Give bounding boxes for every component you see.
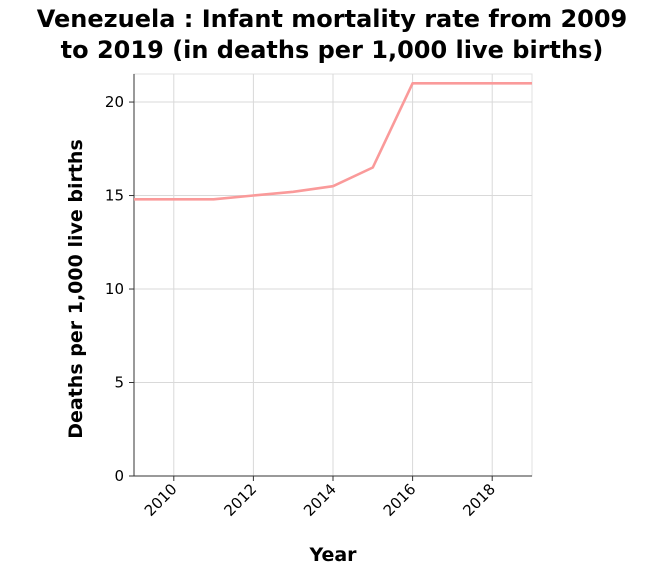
x-tick-label: 2016 [380,480,420,520]
y-tick-label: 10 [105,280,124,298]
series [134,82,532,201]
x-tick-label: 2012 [220,480,260,520]
y-tick-label: 5 [114,374,124,392]
x-tick-label: 2014 [300,480,340,520]
axes [129,74,532,481]
x-axis-label: Year [308,544,357,566]
y-tick-label: 15 [105,187,124,205]
y-axis-label: Deaths per 1,000 live births [65,139,87,439]
series-line [134,82,532,201]
y-tick-label: 20 [105,93,124,111]
y-tick-label: 0 [114,467,124,485]
chart-title-line-1: Venezuela : Infant mortality rate from 2… [36,5,628,33]
tick-labels: 0 5 10 15 20 2010 2012 2014 2016 2018 [105,93,499,520]
x-tick-label: 2018 [459,480,499,520]
x-tick-label: 2010 [141,480,181,520]
chart-title: Venezuela : Infant mortality rate from 2… [0,4,664,66]
chart-title-line-2: to 2019 (in deaths per 1,000 live births… [60,36,604,64]
grid [133,73,533,477]
